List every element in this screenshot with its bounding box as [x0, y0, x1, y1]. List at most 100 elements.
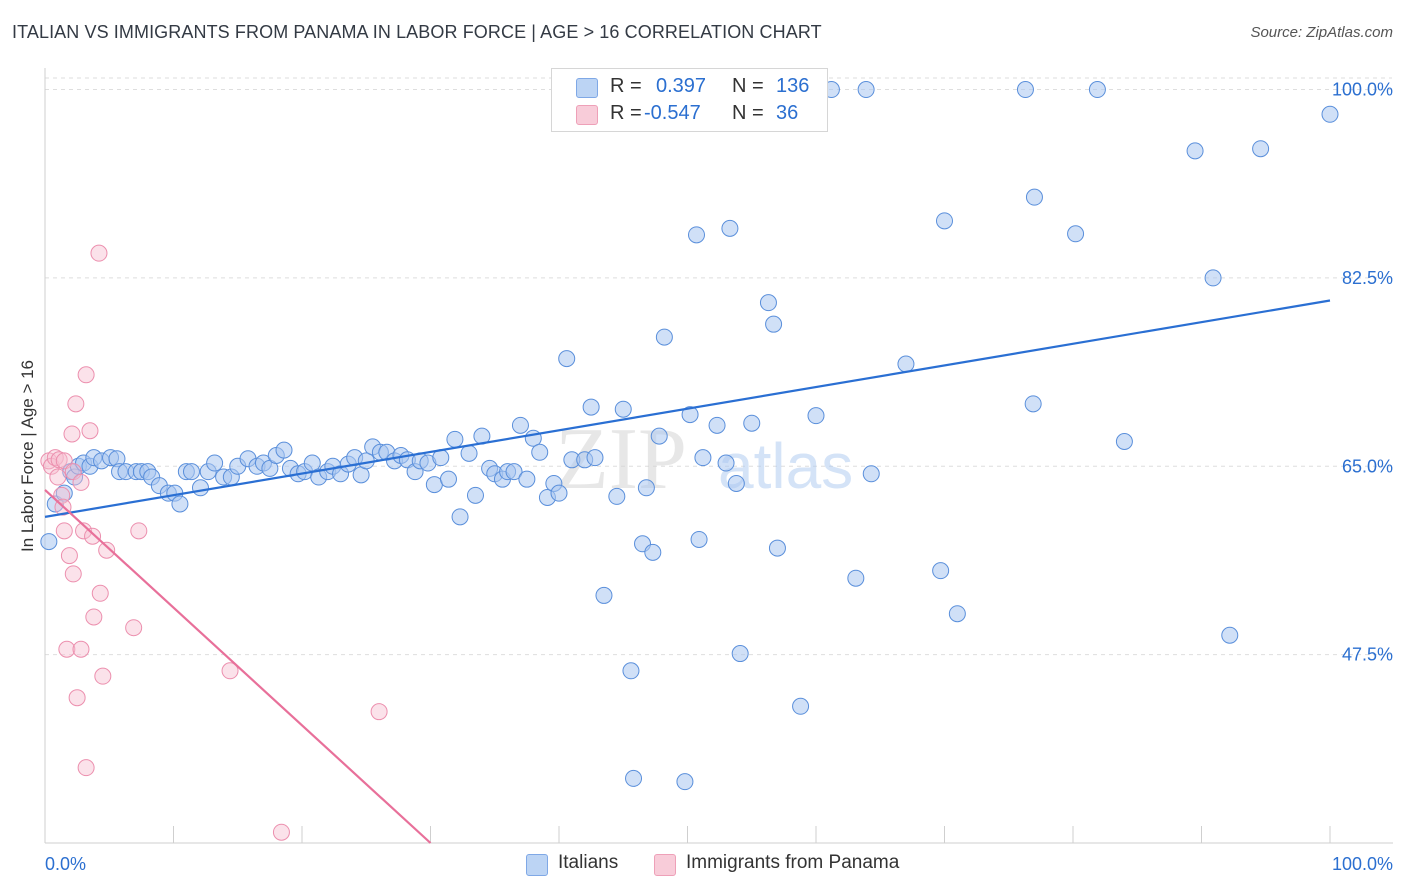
point-italians [558, 350, 576, 368]
point-italians [446, 430, 464, 448]
n-label: N = [732, 75, 764, 97]
point-italians [694, 449, 712, 467]
point-panama [94, 667, 112, 685]
point-panama [68, 689, 86, 707]
point-italians [582, 398, 600, 416]
point-italians [897, 355, 915, 373]
point-panama [221, 662, 239, 680]
point-italians [650, 427, 668, 445]
legend-swatch-panama [654, 854, 676, 876]
point-italians [690, 530, 708, 548]
italians-r-value: 0.397 [656, 75, 707, 97]
point-panama [77, 366, 95, 384]
point-panama [272, 823, 290, 841]
tick-labels: 47.5% 65.0% 82.5% 100.0% 0.0% 100.0% [45, 80, 1393, 874]
point-italians [687, 226, 705, 244]
point-italians [622, 662, 640, 680]
x-tick-label: 0.0% [45, 854, 86, 874]
stats-row-panama: R = -0.547 N = 36 [552, 100, 827, 128]
point-italians [932, 562, 950, 580]
trendline-panama [44, 489, 432, 844]
point-panama [60, 547, 78, 565]
point-italians [1221, 626, 1239, 644]
point-italians [847, 569, 865, 587]
point-panama [125, 619, 143, 637]
point-italians [708, 416, 726, 434]
point-italians [439, 470, 457, 488]
point-panama [75, 522, 93, 540]
point-italians [425, 476, 443, 494]
source-label: Source: ZipAtlas.com [1250, 24, 1393, 41]
point-italians [206, 454, 224, 472]
point-italians [1025, 188, 1043, 206]
point-italians [451, 508, 469, 526]
point-italians [765, 315, 783, 333]
point-panama [370, 703, 388, 721]
point-italians [948, 605, 966, 623]
y-tick-label: 82.5% [1342, 268, 1393, 288]
point-italians [40, 533, 58, 551]
point-italians [743, 414, 761, 432]
point-panama [50, 451, 68, 469]
point-italians [1204, 269, 1222, 287]
r-label: R = [610, 75, 642, 97]
point-italians [275, 441, 293, 459]
point-italians [768, 539, 786, 557]
point-panama [81, 422, 99, 440]
r-label: R = [610, 102, 642, 124]
point-panama [85, 608, 103, 626]
point-panama [55, 522, 73, 540]
point-italians [676, 773, 694, 791]
point-panama [58, 640, 76, 658]
chart-title: ITALIAN VS IMMIGRANTS FROM PANAMA IN LAB… [12, 22, 822, 42]
grid-lines [45, 77, 1392, 656]
point-italians [460, 444, 478, 462]
y-tick-label: 100.0% [1332, 80, 1393, 100]
point-italians [936, 212, 953, 230]
point-italians [531, 443, 549, 461]
series-italians [40, 81, 1339, 791]
point-panama [72, 640, 90, 658]
point-italians [614, 400, 632, 418]
point-italians [655, 328, 673, 346]
point-panama [91, 584, 109, 602]
point-italians [644, 543, 662, 561]
point-italians [862, 465, 880, 483]
point-italians [1088, 81, 1106, 99]
point-italians [637, 479, 655, 497]
point-italians [511, 416, 529, 434]
point-italians [1186, 142, 1204, 160]
point-italians [191, 479, 209, 497]
point-italians [182, 463, 200, 481]
point-italians [608, 487, 626, 505]
italians-n-value: 136 [776, 75, 810, 97]
trendline-italians [44, 299, 1331, 518]
point-italians [759, 294, 777, 312]
point-italians [466, 486, 484, 504]
point-italians [857, 81, 875, 99]
point-panama [90, 244, 108, 262]
panama-n-value: 36 [776, 102, 799, 124]
point-italians [721, 219, 739, 237]
point-italians [505, 463, 523, 481]
point-italians [55, 484, 73, 502]
point-panama [72, 473, 90, 491]
point-italians [792, 697, 810, 715]
point-italians [727, 474, 745, 492]
panama-swatch [576, 105, 598, 125]
point-italians [1024, 395, 1042, 413]
point-italians [717, 454, 735, 472]
point-italians [595, 586, 613, 604]
point-panama [77, 759, 95, 777]
n-label: N = [732, 102, 764, 124]
legend-swatch-italians [526, 854, 548, 876]
point-panama [64, 565, 82, 583]
point-panama [63, 425, 81, 443]
point-italians [586, 449, 604, 467]
point-italians [518, 470, 536, 488]
point-italians [731, 645, 749, 663]
point-panama [67, 395, 85, 413]
point-panama [49, 468, 67, 486]
panama-r-value: -0.547 [644, 102, 701, 124]
